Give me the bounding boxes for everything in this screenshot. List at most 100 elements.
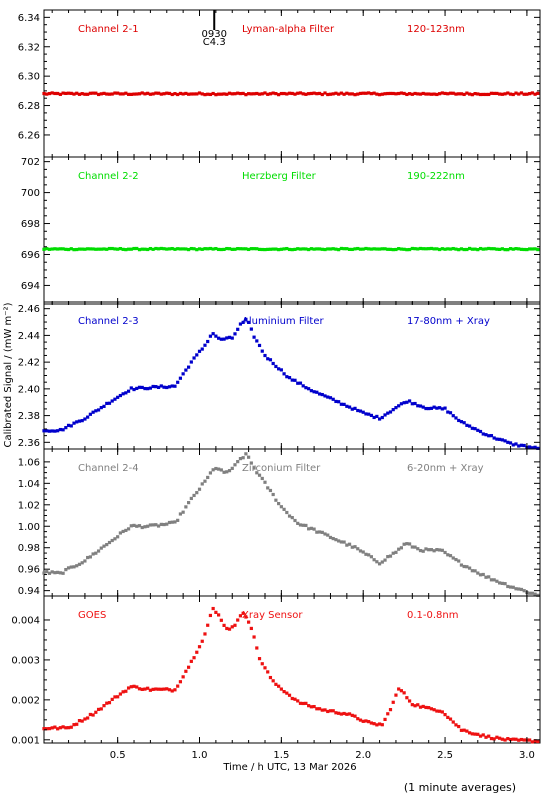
data-point <box>129 247 133 251</box>
data-point <box>536 593 540 597</box>
data-point <box>498 581 502 585</box>
data-point <box>116 535 120 539</box>
data-point <box>247 620 251 624</box>
data-point <box>211 468 215 472</box>
data-point <box>236 618 240 622</box>
data-point <box>83 92 87 96</box>
data-point <box>307 527 311 531</box>
data-series <box>42 452 540 597</box>
data-point <box>227 91 232 95</box>
data-point <box>167 385 172 389</box>
data-point <box>438 548 442 552</box>
data-point <box>429 406 434 410</box>
panel-channel-label: Channel 2-1 <box>78 24 139 35</box>
data-point <box>268 675 273 680</box>
data-point <box>176 684 180 688</box>
y-tick-label: 0.004 <box>11 615 40 626</box>
panel-3: 2.36 2.38 2.40 2.42 2.44 2.46 Channel 2-3 Alumi… <box>18 301 541 450</box>
data-point <box>167 520 172 525</box>
data-point <box>465 247 469 252</box>
data-point <box>446 553 450 557</box>
data-point <box>394 247 398 252</box>
data-point <box>69 91 73 95</box>
data-point <box>519 91 524 95</box>
data-point <box>203 247 207 251</box>
data-point <box>247 247 251 252</box>
data-point <box>124 91 128 95</box>
panel-band-label: 17-80nm + Xray <box>407 316 490 327</box>
y-tick-label: 0.001 <box>11 735 40 746</box>
data-point <box>435 406 439 410</box>
data-point <box>208 334 213 338</box>
data-point <box>312 704 316 709</box>
data-point <box>277 248 281 252</box>
data-point <box>154 385 158 389</box>
data-point <box>195 248 199 252</box>
data-point <box>353 545 357 549</box>
data-point <box>473 247 477 251</box>
data-point <box>132 684 136 688</box>
data-point <box>200 247 204 251</box>
y-tick-label: 1.02 <box>18 500 40 511</box>
data-point <box>331 709 335 713</box>
data-point <box>334 399 338 404</box>
data-point <box>473 92 477 96</box>
data-point <box>143 687 147 691</box>
data-point <box>285 691 289 695</box>
data-point <box>42 727 46 731</box>
data-point <box>369 247 373 251</box>
data-point <box>238 247 243 251</box>
data-point <box>391 700 395 704</box>
data-point <box>64 426 68 430</box>
data-point <box>170 520 174 524</box>
data-point <box>459 563 464 567</box>
data-point <box>345 543 349 547</box>
data-point <box>184 669 188 673</box>
data-point <box>165 247 169 251</box>
data-point <box>249 461 253 465</box>
data-point <box>287 693 292 697</box>
data-point <box>252 92 256 96</box>
data-point <box>481 92 485 97</box>
data-point <box>56 570 60 574</box>
data-point <box>266 247 270 251</box>
data-point <box>342 247 346 251</box>
data-point <box>347 712 352 716</box>
data-point <box>135 246 139 251</box>
data-point <box>339 402 343 406</box>
data-point <box>75 247 79 252</box>
data-point <box>72 248 76 252</box>
data-point <box>230 336 234 340</box>
data-point <box>47 429 52 433</box>
flare-marker-time: 0930 <box>202 29 227 40</box>
data-point <box>227 247 232 251</box>
data-point <box>154 246 158 251</box>
data-point <box>353 406 357 410</box>
data-point <box>287 91 292 95</box>
data-point <box>418 705 423 709</box>
data-point <box>315 390 319 394</box>
data-point <box>126 92 131 96</box>
data-point <box>304 701 308 705</box>
data-point <box>432 549 436 553</box>
data-point <box>53 725 57 729</box>
data-point <box>271 492 275 497</box>
data-point <box>287 247 292 252</box>
data-point <box>129 386 133 390</box>
data-point <box>77 247 82 251</box>
data-point <box>413 704 417 708</box>
panel-filter-label: Aluminium Filter <box>242 316 325 327</box>
data-point <box>323 394 327 398</box>
data-point <box>533 92 537 96</box>
data-point <box>271 679 275 683</box>
data-point <box>263 247 267 252</box>
data-point <box>178 680 183 684</box>
data-point <box>410 545 414 549</box>
data-point <box>184 91 188 96</box>
data-point <box>255 471 259 475</box>
data-point <box>372 91 376 95</box>
data-point <box>206 339 210 344</box>
data-point <box>56 727 60 731</box>
data-point <box>126 389 131 393</box>
data-point <box>50 570 54 574</box>
